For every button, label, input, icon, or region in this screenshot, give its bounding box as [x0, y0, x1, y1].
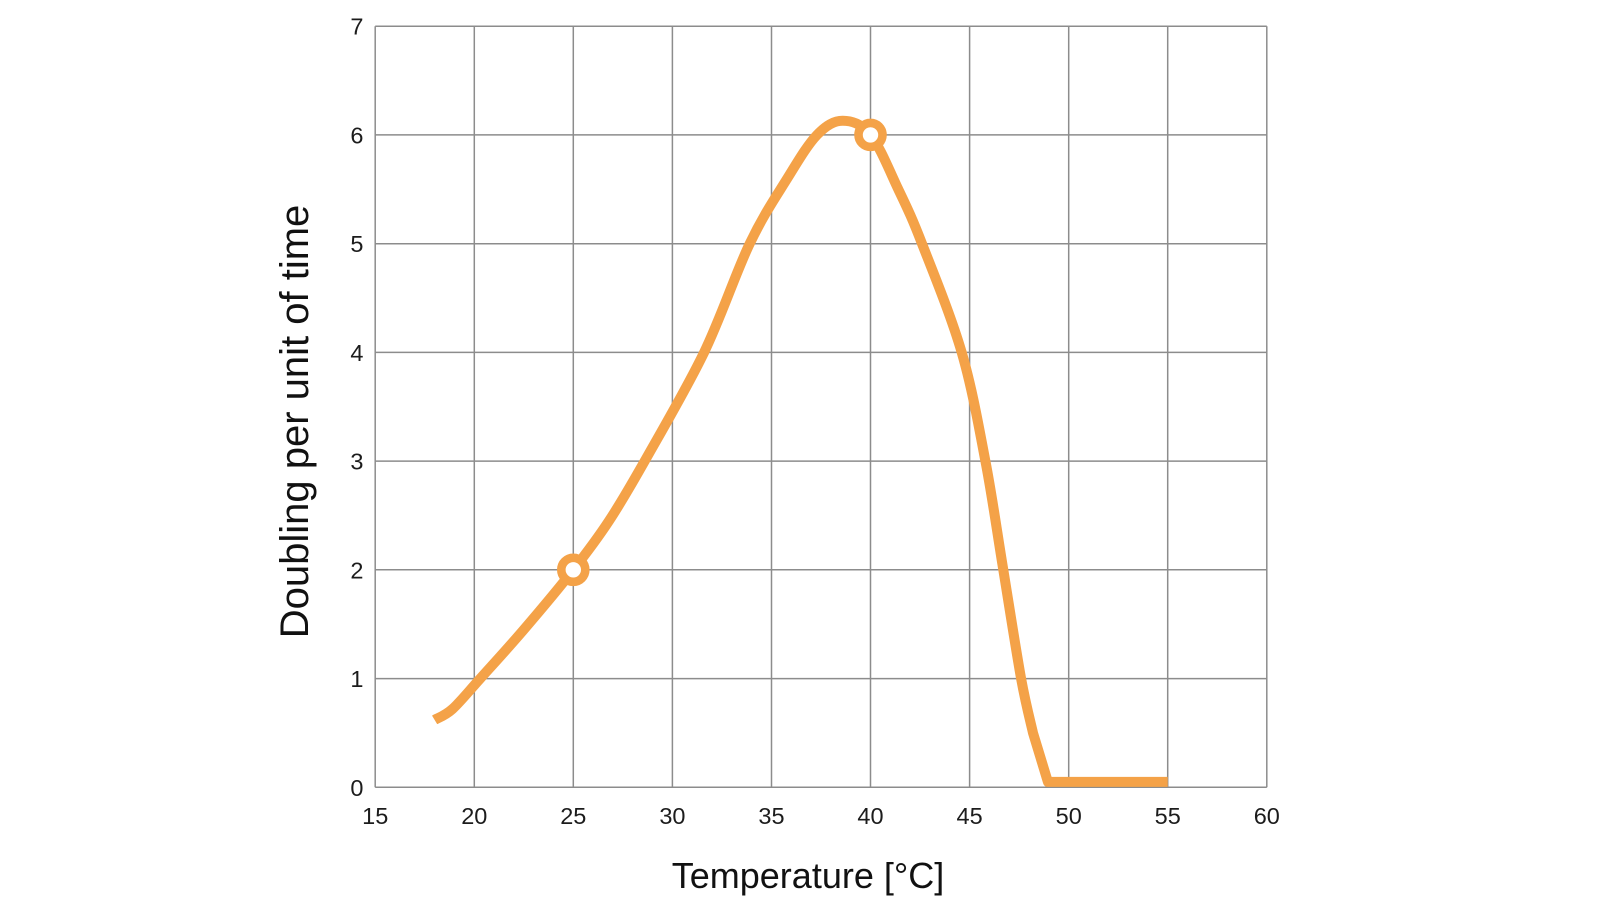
- svg-text:3: 3: [350, 449, 363, 475]
- svg-text:55: 55: [1155, 803, 1181, 829]
- svg-text:5: 5: [350, 231, 363, 257]
- svg-text:6: 6: [350, 122, 363, 148]
- svg-text:60: 60: [1254, 803, 1280, 829]
- svg-text:4: 4: [350, 340, 363, 366]
- svg-text:40: 40: [857, 803, 883, 829]
- svg-text:2: 2: [350, 557, 363, 583]
- svg-text:Doubling per unit of time: Doubling per unit of time: [273, 205, 317, 639]
- svg-text:0: 0: [350, 775, 363, 801]
- svg-text:15: 15: [362, 803, 388, 829]
- svg-text:30: 30: [659, 803, 685, 829]
- svg-text:7: 7: [350, 14, 363, 40]
- svg-text:25: 25: [560, 803, 586, 829]
- svg-text:Temperature [°C]: Temperature [°C]: [672, 855, 945, 896]
- svg-text:20: 20: [461, 803, 487, 829]
- svg-text:1: 1: [350, 666, 363, 692]
- svg-text:45: 45: [957, 803, 983, 829]
- svg-text:35: 35: [758, 803, 784, 829]
- svg-text:50: 50: [1056, 803, 1082, 829]
